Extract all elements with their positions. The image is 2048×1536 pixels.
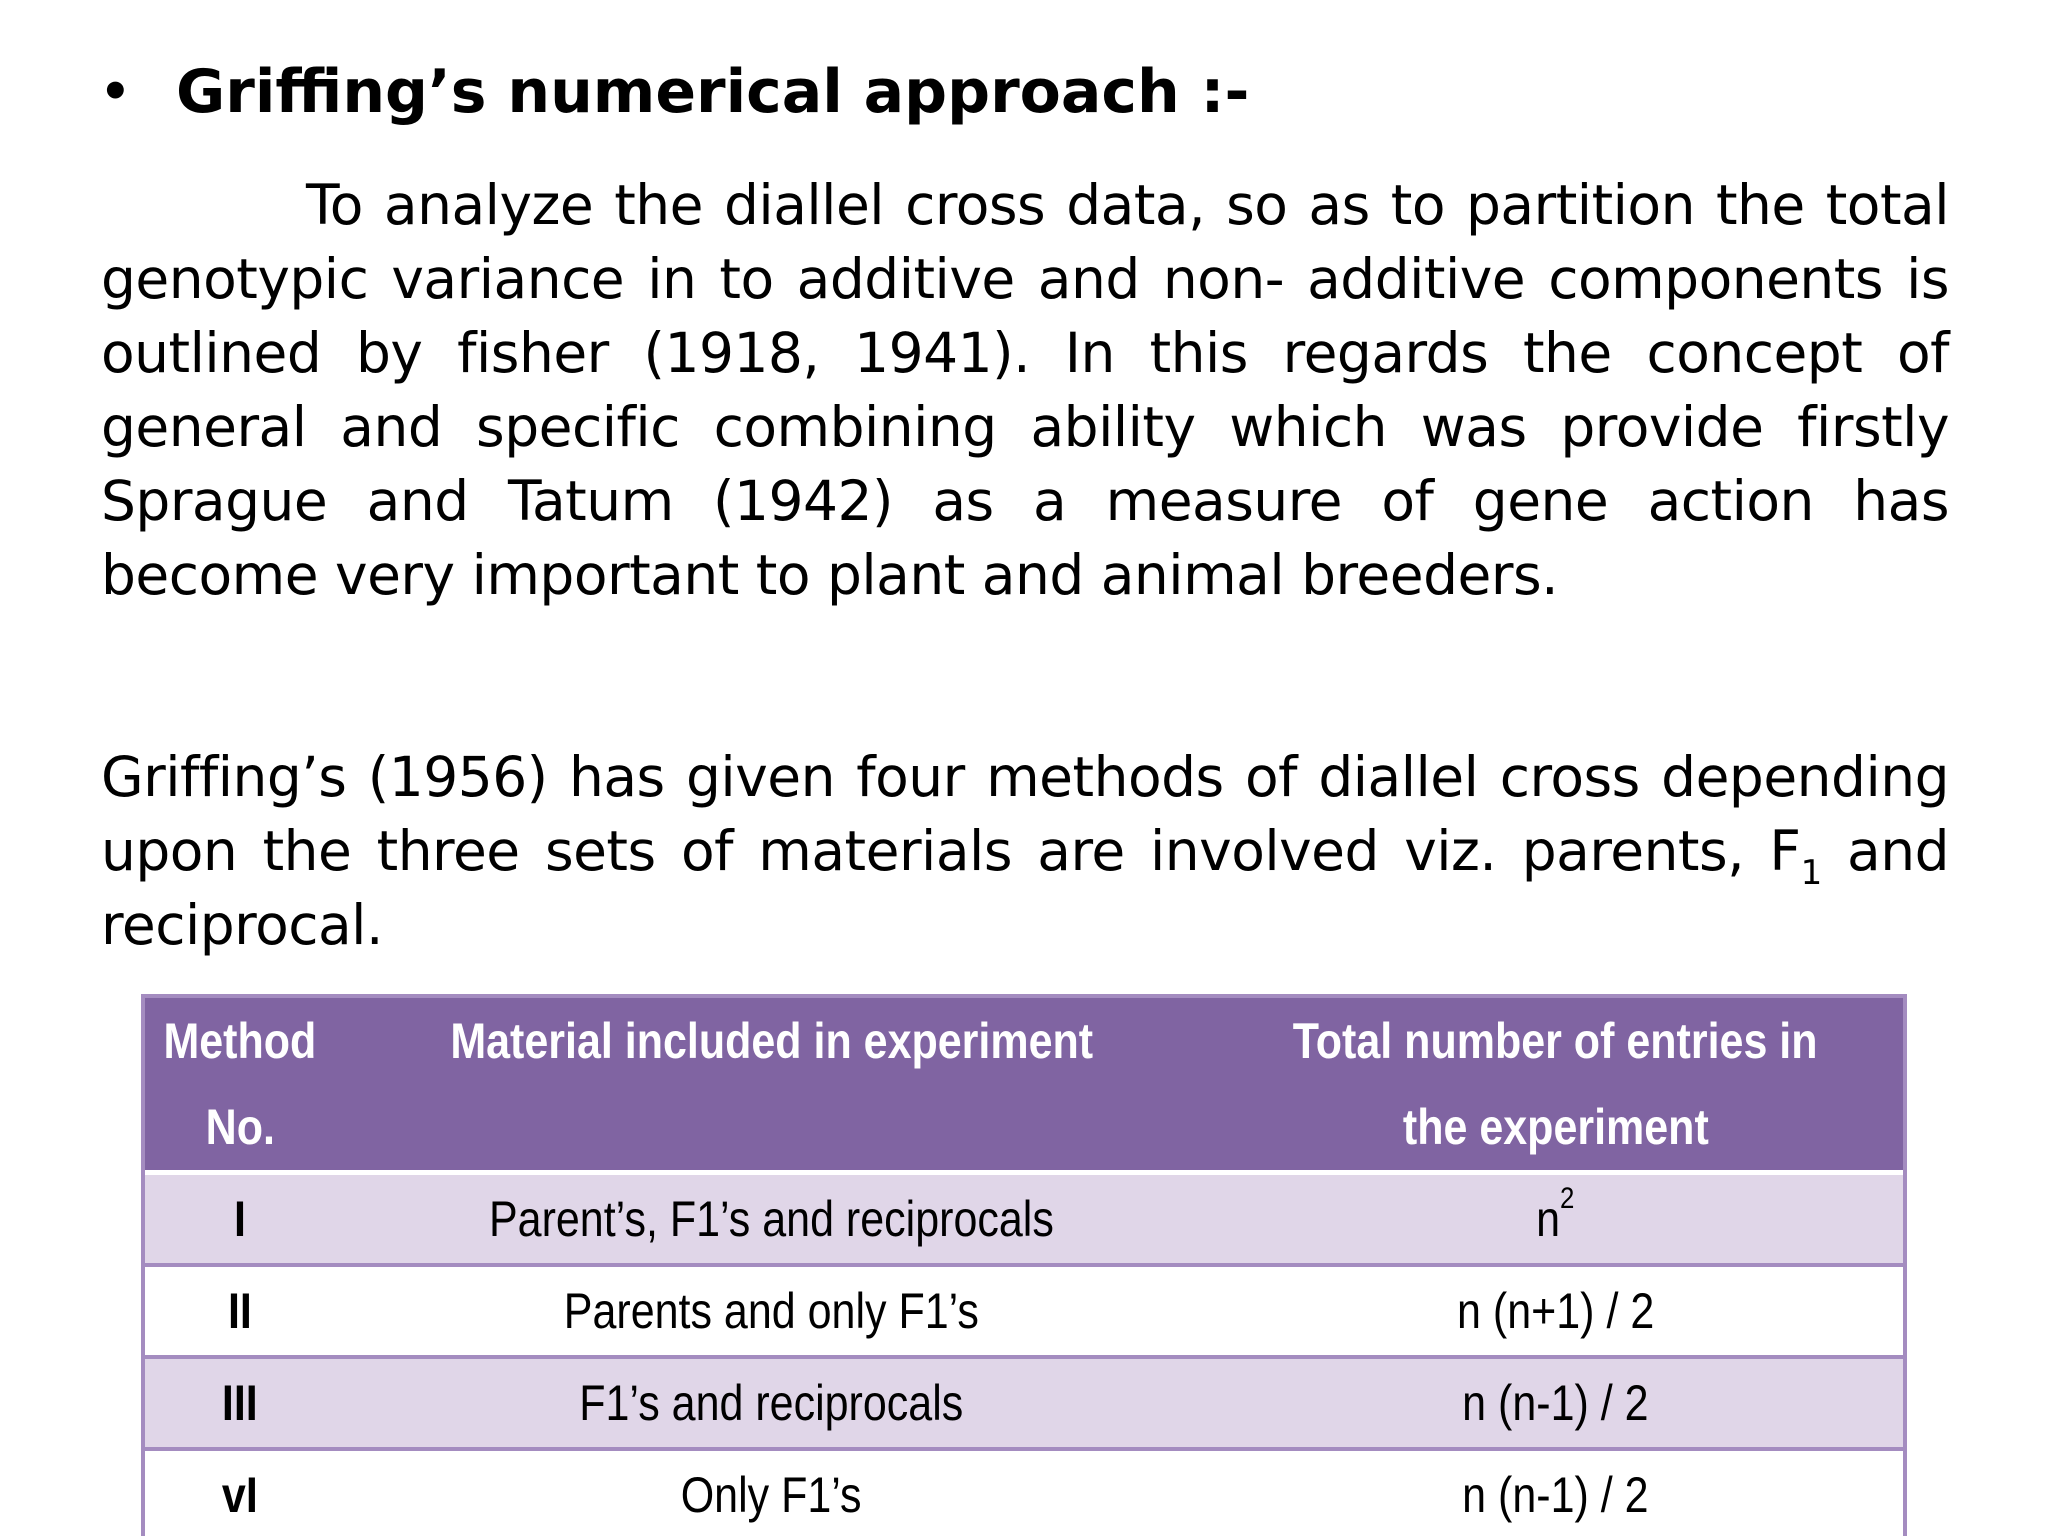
material-value: F1’s and reciprocals [579,1375,964,1431]
heading-title: Griffing’s numerical approach :- [176,57,1250,127]
method-value: III [222,1375,258,1431]
method-cell: vI [145,1447,335,1536]
methods-paragraph: Griffing’s (1956) has given four methods… [101,740,1950,962]
method-value: I [234,1191,246,1247]
methods-paragraph-text: Griffing’s (1956) has given four methods… [101,745,1950,883]
entries-cell: n (n+1) / 2 [1208,1263,1903,1357]
material-value: Parents and only F1’s [563,1283,980,1339]
entries-value: n (n-1) / 2 [1462,1467,1649,1523]
header-method-line2: No. [205,1099,275,1155]
material-cell: Parents and only F1’s [335,1263,1208,1357]
header-entries-line2: the experiment [1402,1099,1709,1155]
table-row: III F1’s and reciprocals n (n-1) / 2 [145,1355,1903,1449]
material-value: Only F1’s [681,1467,862,1523]
entries-cell: n2 [1208,1170,1903,1265]
method-cell: I [145,1170,335,1265]
entries-cell: n (n-1) / 2 [1208,1355,1903,1449]
method-cell: III [145,1355,335,1449]
entries-value: n2 [1536,1184,1574,1248]
entries-base: n [1536,1191,1561,1247]
slide-heading: • Griffing’s numerical approach :- [100,52,1249,132]
table-row: II Parents and only F1’s n (n+1) / 2 [145,1263,1903,1357]
method-cell: II [145,1263,335,1357]
table-row: I Parent’s, F1’s and reciprocals n2 [145,1170,1903,1265]
method-value: vI [222,1467,258,1523]
material-cell: F1’s and reciprocals [335,1355,1208,1449]
table-header-row: Method No. Material included in experime… [145,998,1903,1173]
header-material: Material included in experiment [335,998,1208,1173]
methods-table: Method No. Material included in experime… [145,998,1903,1536]
intro-paragraph: To analyze the diallel cross data, so as… [101,173,1950,607]
entries-superscript: 2 [1560,1182,1575,1215]
material-cell: Only F1’s [335,1447,1208,1536]
header-method-no: Method No. [145,998,335,1173]
method-value: II [228,1283,252,1339]
entries-value: n (n+1) / 2 [1456,1283,1655,1339]
header-method-line1: Method [163,1013,317,1069]
table-row: vI Only F1’s n (n-1) / 2 [145,1447,1903,1536]
material-cell: Parent’s, F1’s and reciprocals [335,1170,1208,1265]
f1-subscript: 1 [1800,853,1823,893]
material-value: Parent’s, F1’s and reciprocals [489,1191,1054,1247]
entries-value: n (n-1) / 2 [1462,1375,1649,1431]
methods-table-container: Method No. Material included in experime… [141,994,1907,1536]
methods-paragraph-tail: and reciprocal. [101,819,1950,957]
header-entries-line1: Total number of entries in [1293,1013,1818,1069]
entries-cell: n (n-1) / 2 [1208,1447,1903,1536]
header-total-entries: Total number of entries in the experimen… [1208,998,1903,1173]
bullet-icon: • [100,64,131,120]
header-material-line1: Material included in experiment [450,1013,1093,1069]
